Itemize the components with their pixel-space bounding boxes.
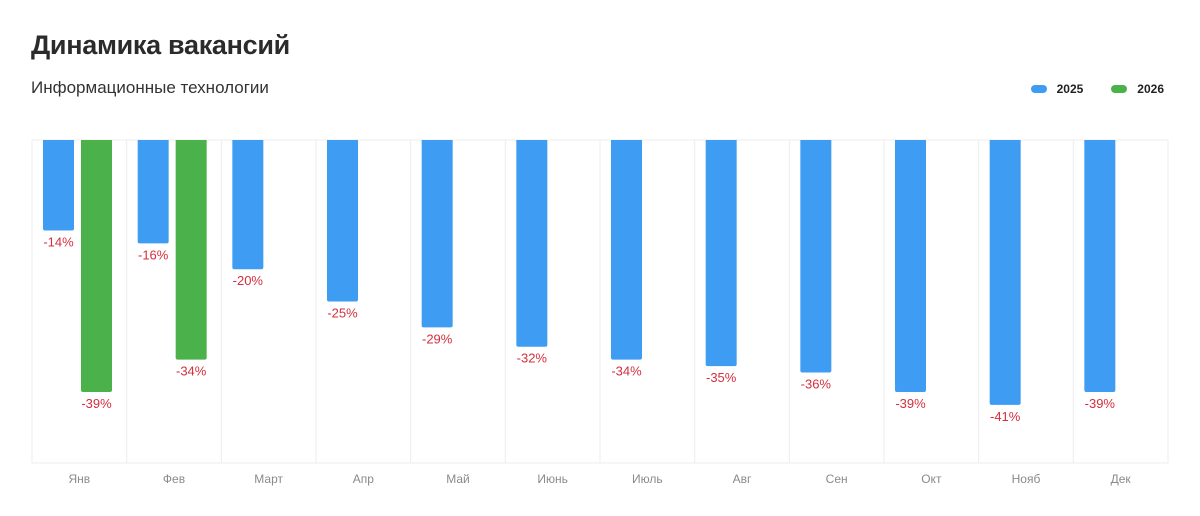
chart-title: Динамика вакансий — [31, 30, 290, 60]
legend-swatch-2025 — [1030, 85, 1047, 93]
bar-2025-Июль — [611, 140, 642, 360]
x-tick-label: Нояб — [1012, 472, 1041, 486]
x-tick-label: Янв — [68, 472, 90, 486]
bar-2026-Янв — [81, 140, 112, 392]
x-tick-label: Дек — [1111, 472, 1132, 486]
x-tick-label: Окт — [921, 472, 942, 486]
x-tick-label: Авг — [733, 472, 752, 486]
bar-2025-Апр — [327, 140, 358, 302]
bar-2026-Фев — [175, 140, 207, 360]
bar-2025-Дек — [1084, 140, 1116, 392]
data-label-2025-Апр: -25% — [327, 306, 358, 321]
x-tick-label: Сен — [826, 472, 848, 486]
legend-item-2026[interactable]: 2026 — [1111, 82, 1164, 96]
bar-2025-Нояб — [989, 140, 1021, 405]
x-tick-label: Апр — [353, 472, 375, 486]
legend-label-2025: 2025 — [1056, 82, 1084, 96]
x-tick-label: Март — [254, 472, 283, 486]
bar-2025-Авг — [705, 140, 737, 367]
chart-legend: 2025 2026 — [1030, 82, 1164, 96]
data-label-2025-Окт: -39% — [895, 396, 926, 411]
data-label-2025-Авг: -35% — [706, 370, 737, 385]
x-tick-label: Июнь — [537, 472, 568, 486]
legend-item-2025[interactable]: 2025 — [1030, 82, 1084, 96]
bar-2025-Март — [232, 140, 264, 270]
data-label-2025-Дек: -39% — [1085, 396, 1116, 411]
bar-2025-Янв — [43, 140, 74, 231]
legend-swatch-2026 — [1111, 85, 1128, 93]
data-label-2026-Фев: -34% — [176, 364, 207, 379]
data-label-2025-Янв: -14% — [43, 234, 74, 249]
data-label-2025-Май: -29% — [422, 331, 453, 346]
x-tick-label: Фев — [163, 472, 185, 486]
legend-label-2026: 2026 — [1137, 82, 1164, 96]
data-label-2025-Нояб: -41% — [990, 409, 1021, 424]
data-label-2025-Сен: -36% — [801, 377, 832, 392]
data-label-2025-Март: -20% — [233, 273, 264, 288]
x-tick-label: Май — [446, 472, 470, 486]
data-label-2026-Янв: -39% — [81, 396, 112, 411]
data-label-2025-Июнь: -32% — [517, 351, 548, 366]
bar-2025-Фев — [137, 140, 169, 244]
bar-2025-Июнь — [516, 140, 548, 347]
data-label-2025-Фев: -16% — [138, 247, 169, 262]
chart-subtitle: Информационные технологии — [31, 78, 269, 97]
data-label-2025-Июль: -34% — [611, 364, 642, 379]
bar-2025-Май — [421, 140, 453, 328]
x-tick-label: Июль — [632, 472, 663, 486]
bar-2025-Окт — [895, 140, 926, 392]
bar-2025-Сен — [800, 140, 832, 373]
